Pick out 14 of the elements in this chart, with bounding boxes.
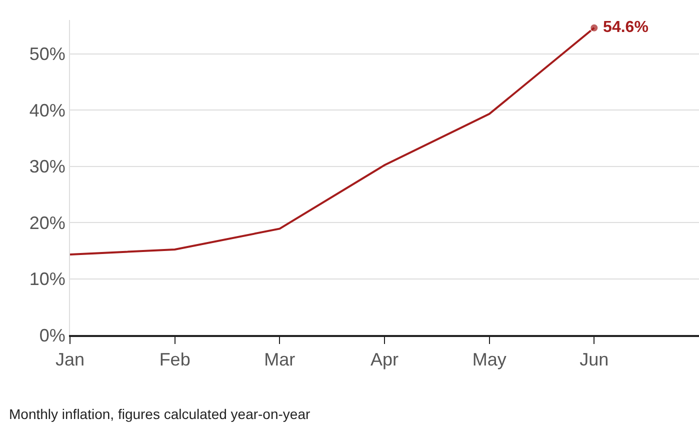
y-tick-label: 10% (29, 269, 66, 290)
y-tick-label: 20% (29, 212, 66, 233)
y-tick-label: 30% (29, 156, 66, 177)
x-tick-label: Mar (264, 350, 296, 370)
text: Monthly inflation, figures calculated year-on-year (9, 406, 310, 422)
y-tick-label: 0% (39, 325, 66, 346)
x-tick-label: Jun (580, 350, 609, 370)
x-tick-label: May (472, 350, 506, 370)
x-tick-label: Jan (55, 350, 85, 370)
x-tick-label: Feb (159, 350, 190, 370)
y-tick-label: 40% (29, 100, 66, 120)
data-label: 54.6% (594, 18, 648, 36)
y-tick-label: 50% (29, 44, 66, 64)
x-tick-label: Apr (370, 350, 399, 370)
